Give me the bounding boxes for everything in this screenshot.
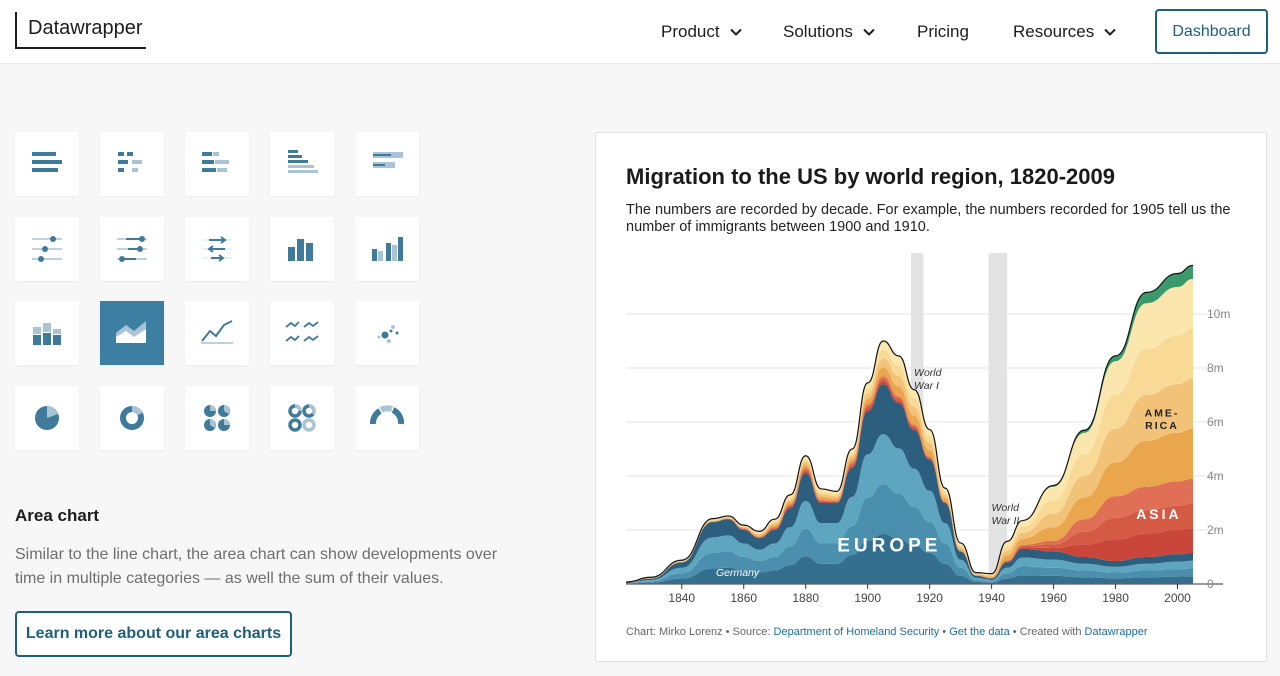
nav-solutions[interactable]: Solutions <box>783 0 876 64</box>
tile-stacked-columns[interactable] <box>15 301 79 365</box>
footer-created: • Created with <box>1009 626 1085 638</box>
tile-multiple-lines[interactable] <box>270 301 334 365</box>
grouped-bars-icon <box>202 152 229 172</box>
chart-footer: Chart: Mirko Lorenz • Source: Department… <box>626 626 1148 638</box>
multiple-donuts-icon <box>288 404 316 432</box>
learn-more-button[interactable]: Learn more about our area charts <box>15 611 292 657</box>
dot-plot-icon <box>32 236 62 262</box>
x-tick-label: 1840 <box>668 591 695 605</box>
tile-multiple-pies[interactable] <box>185 386 249 450</box>
multiple-pies-icon <box>204 405 230 431</box>
chevron-down-icon <box>1104 28 1116 36</box>
line-chart-icon <box>201 320 233 344</box>
grouped-columns-icon <box>372 237 403 261</box>
war-annotation: World War I <box>914 367 943 392</box>
split-bars-icon <box>288 150 318 173</box>
nav-resources[interactable]: Resources <box>1013 0 1117 64</box>
chart-subtitle: The numbers are recorded by decade. For … <box>626 202 1231 235</box>
election-donut-icon <box>370 405 405 425</box>
tile-split-bars[interactable] <box>270 132 334 196</box>
area-chart-icon <box>116 321 146 343</box>
x-tick-label: 1980 <box>1102 591 1129 605</box>
x-tick-label: 1960 <box>1040 591 1067 605</box>
bullet-bars-icon <box>373 152 403 168</box>
total-line <box>625 264 1194 583</box>
pie-chart-icon <box>35 406 59 430</box>
chart-type-title: Area chart <box>15 506 100 525</box>
nav-pricing-label: Pricing <box>917 22 969 41</box>
area-america <box>626 358 1193 583</box>
area-europe <box>626 384 1193 583</box>
x-tick-label: 1860 <box>730 591 757 605</box>
footer-credit: Chart: Mirko Lorenz • Source: <box>626 626 774 638</box>
footer-source-link[interactable]: Department of Homeland Security <box>773 626 940 638</box>
tile-pie-chart[interactable] <box>15 386 79 450</box>
tile-dot-plot[interactable] <box>15 217 79 281</box>
war-annotation: World War II <box>992 502 1021 527</box>
tile-multiple-donuts[interactable] <box>270 386 334 450</box>
tile-grouped-bars[interactable] <box>185 132 249 196</box>
range-plot-icon <box>117 236 147 262</box>
area-america <box>626 367 1193 583</box>
war-band <box>988 253 1008 584</box>
arrow-plot-icon <box>202 236 232 262</box>
tile-area-chart[interactable] <box>100 301 164 365</box>
scatter-plot-icon <box>377 325 399 343</box>
germany-label: Germany <box>716 567 760 579</box>
area-chart-svg: 10m 8m 6m 4m 2m 0 1840 1860 1880 1900 1920 1940 1960… <box>625 253 1230 605</box>
tile-grouped-columns[interactable] <box>355 217 419 281</box>
america-label: RICA <box>1145 420 1179 432</box>
stacked-columns-icon <box>33 323 61 345</box>
nav-product[interactable]: Product <box>661 0 743 64</box>
europe-label: EUROPE <box>837 536 941 557</box>
nav-resources-label: Resources <box>1013 22 1095 41</box>
stacked-bars-icon <box>118 152 142 172</box>
asia-label: ASIA <box>1136 506 1181 522</box>
tile-line-chart[interactable] <box>185 301 249 365</box>
y-tick-label: 10m <box>1207 307 1230 321</box>
y-tick-label: 4m <box>1207 469 1224 483</box>
multiple-lines-icon <box>285 321 319 342</box>
footer-sep: • <box>939 626 950 638</box>
y-tick-label: 6m <box>1207 415 1224 429</box>
tile-donut-chart[interactable] <box>100 386 164 450</box>
tile-scatter-plot[interactable] <box>355 301 419 365</box>
dashboard-button[interactable]: Dashboard <box>1155 9 1268 54</box>
america-label: AME- <box>1145 408 1180 420</box>
x-tick-label: 1880 <box>792 591 819 605</box>
column-chart-icon <box>288 239 313 261</box>
datawrapper-logo[interactable]: Datawrapper <box>15 12 146 49</box>
tile-bar-chart[interactable] <box>15 132 79 196</box>
chevron-down-icon <box>863 28 875 36</box>
donut-chart-icon <box>120 406 144 430</box>
tile-range-plot[interactable] <box>100 217 164 281</box>
y-tick-label: 2m <box>1207 523 1224 537</box>
chevron-down-icon <box>729 28 742 36</box>
nav-solutions-label: Solutions <box>783 22 853 41</box>
y-tick-label: 0 <box>1207 577 1214 591</box>
nav-product-label: Product <box>661 22 720 41</box>
tile-election-donut[interactable] <box>355 386 419 450</box>
footer-datawrapper-link[interactable]: Datawrapper <box>1084 626 1148 638</box>
x-tick-label: 2000 <box>1164 591 1191 605</box>
area-europe <box>626 434 1193 584</box>
top-navigation-bar: Datawrapper Product Solutions Pricing Re… <box>0 0 1280 64</box>
nav-pricing[interactable]: Pricing <box>917 0 969 64</box>
area-europe <box>626 534 1193 584</box>
x-tick-label: 1940 <box>978 591 1005 605</box>
x-tick-label: 1920 <box>916 591 943 605</box>
chart-type-description: Similar to the line chart, the area char… <box>15 546 498 587</box>
footer-get-data-link[interactable]: Get the data <box>949 626 1010 638</box>
tile-bullet-bars[interactable] <box>355 132 419 196</box>
tile-arrow-plot[interactable] <box>185 217 249 281</box>
chart-preview-card: Migration to the US by world region, 182… <box>595 132 1267 662</box>
y-tick-label: 8m <box>1207 361 1224 375</box>
area-europe <box>626 484 1193 584</box>
chart-title: Migration to the US by world region, 182… <box>626 164 1115 189</box>
bar-chart-icon <box>32 152 62 172</box>
tile-stacked-bars[interactable] <box>100 132 164 196</box>
tile-column-chart[interactable] <box>270 217 334 281</box>
x-tick-label: 1900 <box>854 591 881 605</box>
